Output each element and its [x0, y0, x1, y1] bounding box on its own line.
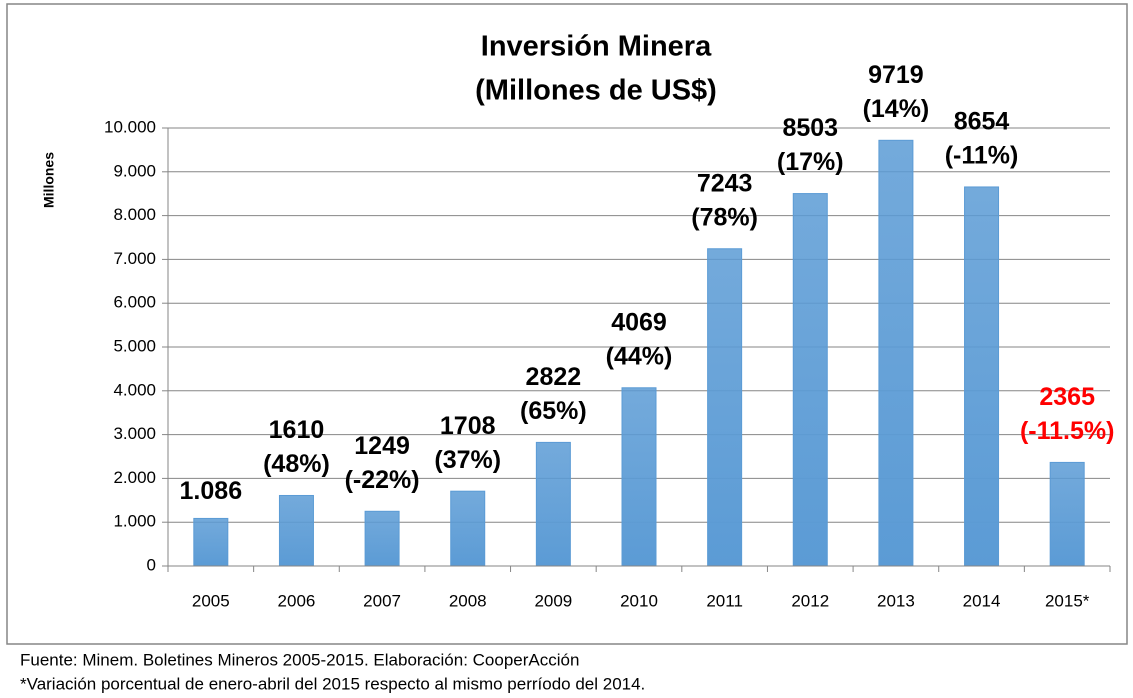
bar [193, 517, 229, 567]
data-label: 1708 [440, 412, 496, 440]
data-label: 7243 [697, 169, 753, 197]
data-label: (-22%) [345, 466, 420, 494]
data-label: (-11%) [945, 142, 1019, 170]
data-label: (37%) [434, 446, 501, 474]
x-tick-label: 2015* [1045, 591, 1090, 610]
data-label: 2822 [526, 363, 582, 391]
y-tick-label: 5.000 [113, 336, 156, 355]
bar [364, 510, 400, 567]
y-tick-label: 3.000 [113, 424, 156, 443]
data-label: (44%) [606, 342, 673, 370]
data-label: (-11.5%) [1020, 417, 1114, 445]
bar [1049, 461, 1085, 567]
bar [878, 139, 914, 567]
bar [964, 186, 1000, 567]
data-label: (65%) [520, 397, 587, 425]
bar [621, 387, 657, 567]
bar [707, 248, 743, 567]
x-tick-label: 2006 [278, 591, 316, 610]
y-tick-label: 8.000 [113, 205, 156, 224]
x-tick-label: 2014 [963, 591, 1001, 610]
chart-title: (Millones de US$) [475, 75, 717, 107]
bar [450, 490, 486, 567]
data-label: (17%) [777, 148, 844, 176]
y-tick-label: 1.000 [113, 512, 156, 531]
data-label: 1249 [354, 432, 410, 460]
x-tick-label: 2010 [620, 591, 658, 610]
footnote: *Variación porcentual de enero-abril del… [20, 674, 645, 693]
data-label: (48%) [263, 450, 330, 478]
y-tick-label: 0 [147, 555, 156, 574]
bar [278, 494, 314, 567]
y-tick-label: 7.000 [113, 249, 156, 268]
x-tick-label: 2005 [192, 591, 230, 610]
data-label: 9719 [868, 61, 924, 89]
data-label: 4069 [611, 308, 667, 336]
y-tick-label: 4.000 [113, 380, 156, 399]
y-tick-label: 10.000 [104, 117, 156, 136]
y-axis-label: Millones [41, 152, 57, 208]
x-tick-label: 2008 [449, 591, 487, 610]
x-tick-label: 2009 [534, 591, 572, 610]
footnote: Fuente: Minem. Boletines Mineros 2005-20… [20, 650, 579, 669]
x-tick-label: 2007 [363, 591, 401, 610]
data-label: 1.086 [180, 477, 243, 505]
x-tick-label: 2011 [706, 591, 743, 610]
y-tick-label: 2.000 [113, 468, 156, 487]
x-tick-label: 2013 [877, 591, 915, 610]
data-label: (14%) [863, 95, 930, 123]
data-label: 1610 [269, 416, 325, 444]
chart-title: Inversión Minera [481, 31, 712, 63]
y-tick-label: 9.000 [113, 161, 156, 180]
data-label: 2365 [1039, 383, 1095, 411]
bar [792, 193, 828, 567]
data-label: 8503 [782, 114, 838, 142]
data-label: 8654 [954, 108, 1010, 136]
bar [535, 441, 571, 567]
x-tick-label: 2012 [791, 591, 829, 610]
data-label: (78%) [691, 203, 758, 231]
y-tick-label: 6.000 [113, 293, 156, 312]
